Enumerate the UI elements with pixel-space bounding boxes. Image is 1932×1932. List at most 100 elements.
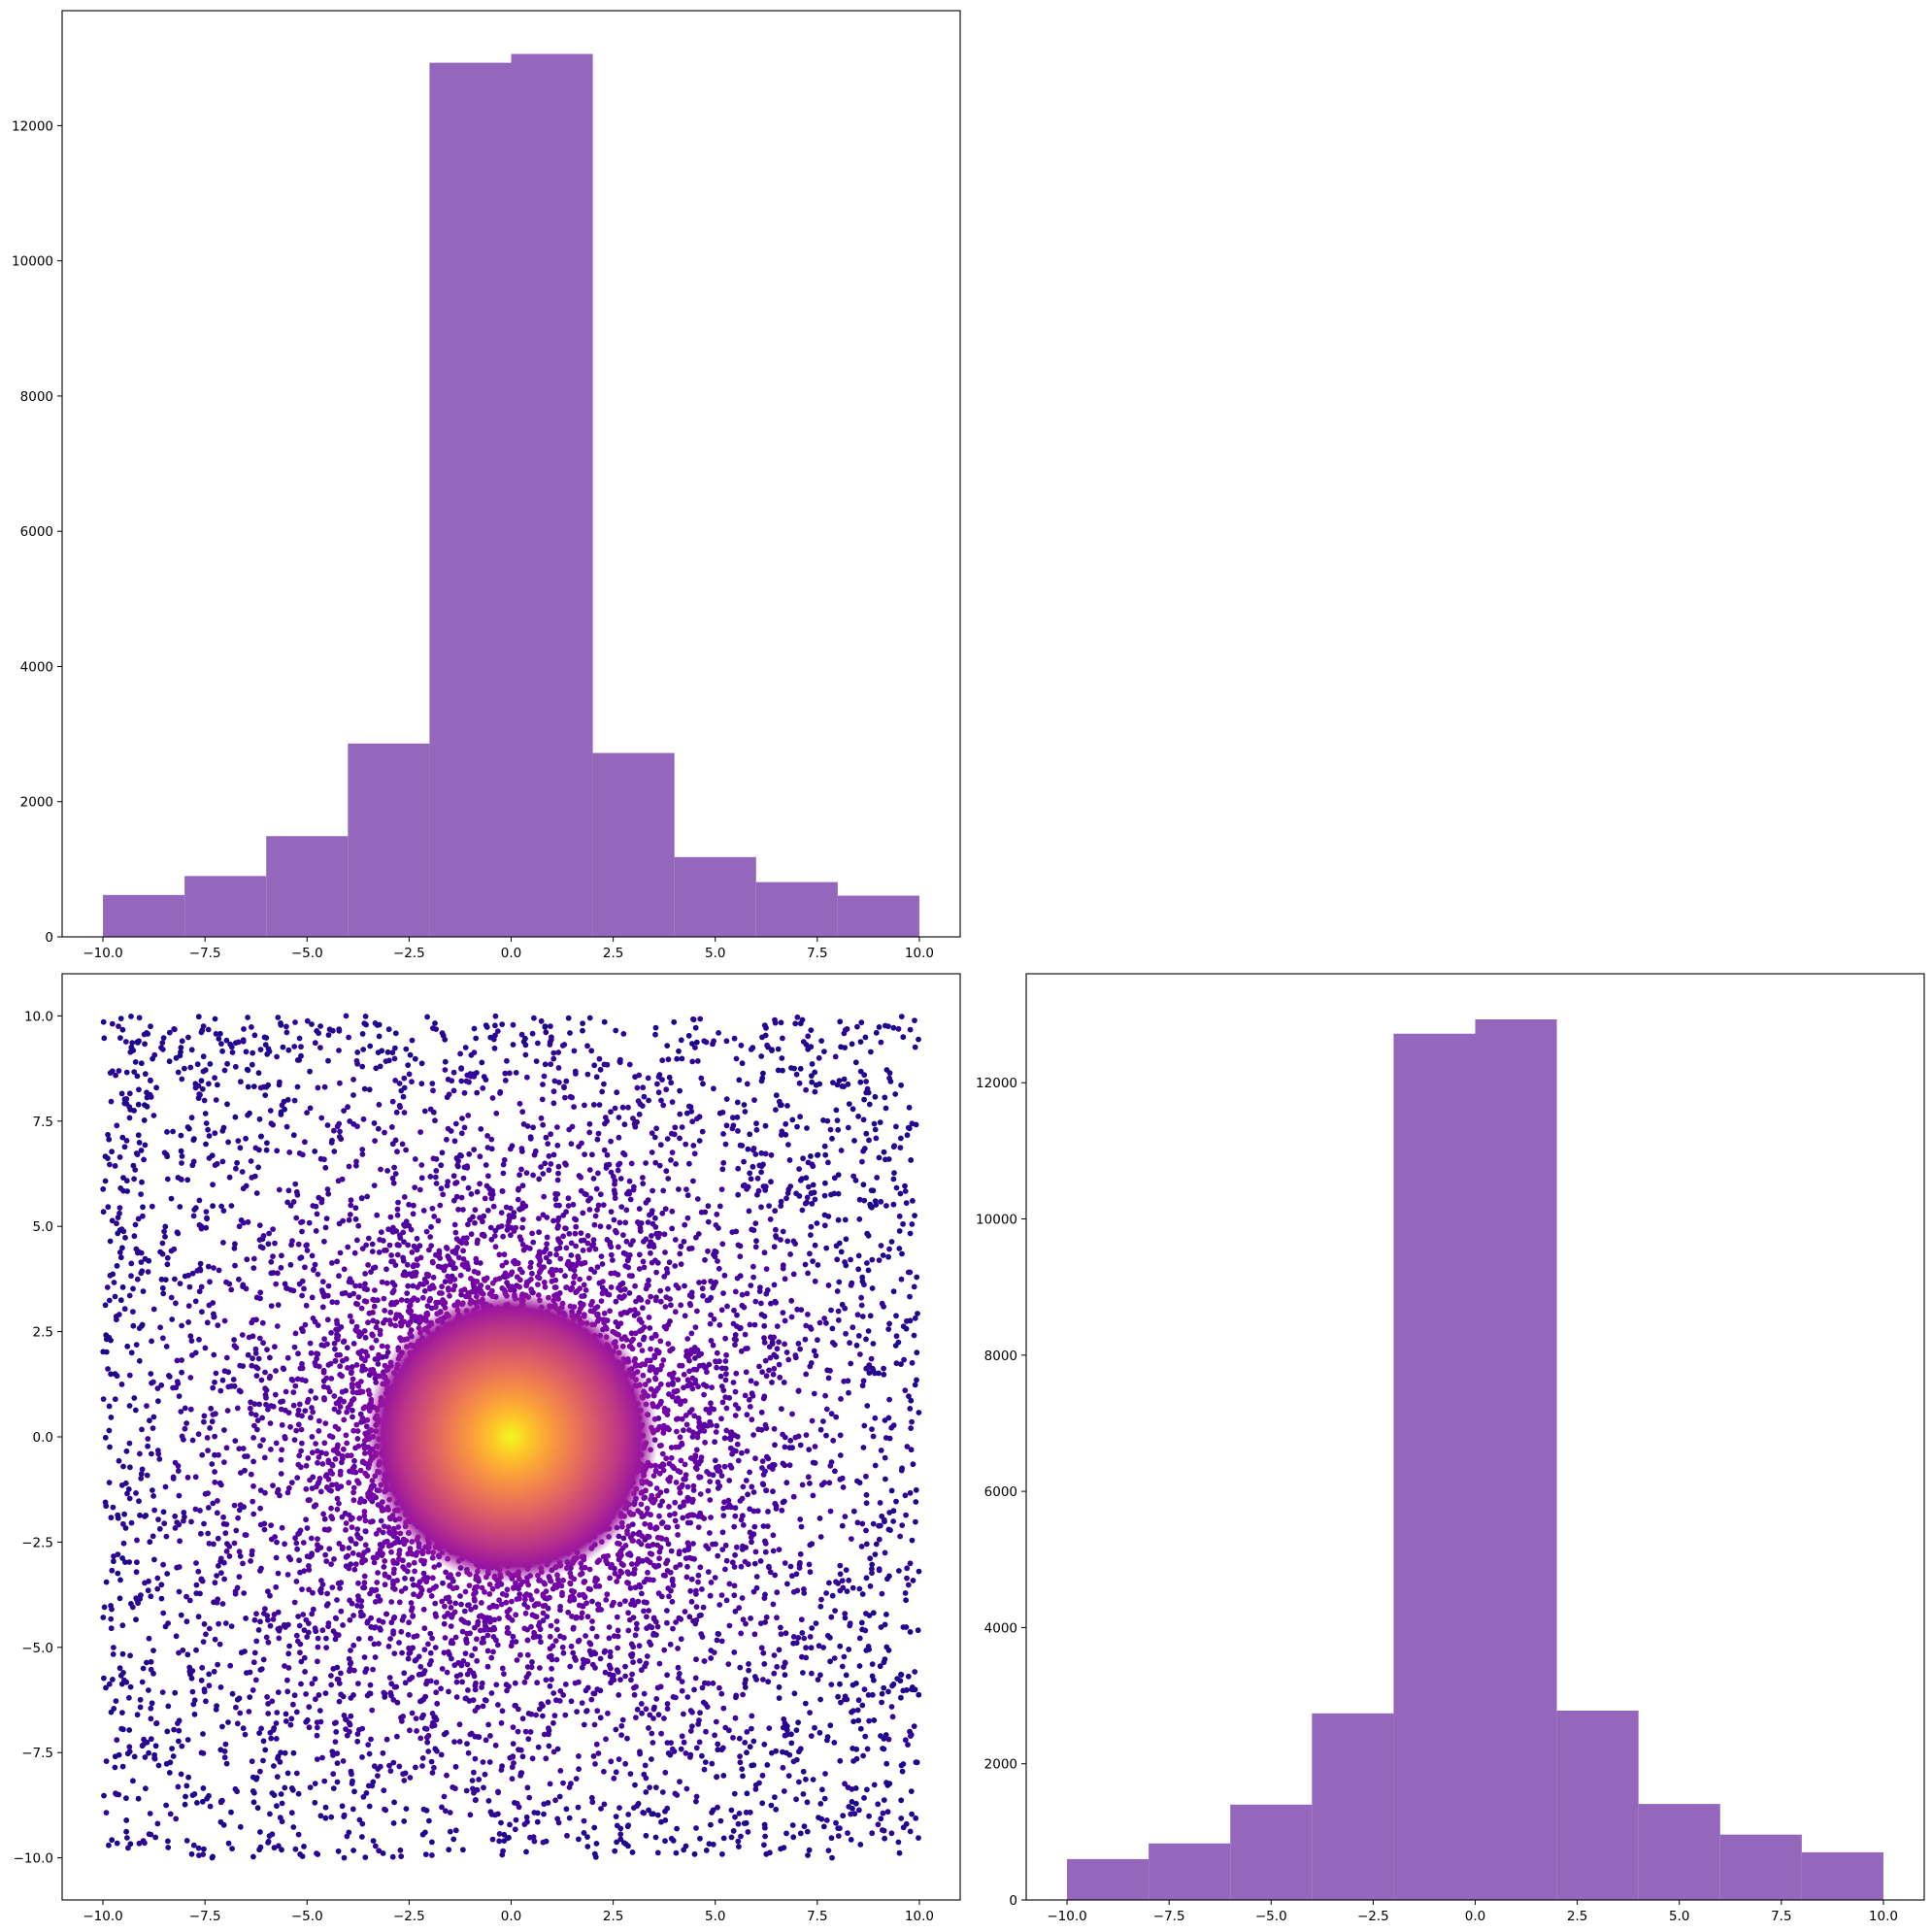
- scatter-point: [762, 1540, 769, 1547]
- scatter-point: [752, 1786, 759, 1792]
- scatter-point: [383, 1058, 389, 1064]
- scatter-point: [450, 1265, 457, 1272]
- scatter-point: [751, 1097, 757, 1103]
- scatter-point: [293, 1709, 300, 1715]
- scatter-point: [805, 1046, 812, 1052]
- scatter-point: [438, 1685, 444, 1692]
- scatter-point: [561, 1635, 567, 1641]
- scatter-point: [422, 1829, 428, 1836]
- scatter-point: [150, 1113, 157, 1118]
- scatter-point: [380, 1529, 386, 1536]
- scatter-point: [905, 1673, 912, 1680]
- scatter-point: [117, 1016, 124, 1021]
- scatter-point: [544, 1614, 550, 1619]
- scatter-point: [760, 1070, 766, 1077]
- scatter-point: [736, 1811, 743, 1816]
- scatter-point: [865, 1267, 872, 1274]
- scatter-point: [175, 1783, 182, 1790]
- scatter-point: [127, 1464, 133, 1471]
- scatter-point: [682, 1609, 688, 1615]
- scatter-point: [195, 1568, 202, 1575]
- scatter-point: [793, 1190, 799, 1197]
- scatter-point: [130, 1778, 136, 1784]
- scatter-point: [774, 1346, 781, 1352]
- scatter-point: [869, 1561, 876, 1568]
- scatter-point: [825, 1282, 832, 1288]
- scatter-point: [117, 1577, 123, 1583]
- scatter-point: [543, 1246, 550, 1252]
- scatter-point: [608, 1109, 614, 1116]
- scatter-point: [324, 1186, 331, 1192]
- scatter-point: [646, 1277, 651, 1283]
- scatter-point: [844, 1588, 850, 1594]
- scatter-point: [690, 1016, 696, 1022]
- scatter-point: [670, 1582, 677, 1588]
- scatter-point: [540, 1610, 547, 1616]
- scatter-point: [710, 1807, 716, 1814]
- scatter-point: [736, 1735, 743, 1742]
- scatter-point: [148, 1094, 154, 1100]
- scatter-point: [196, 1852, 202, 1858]
- scatter-point: [650, 1811, 656, 1817]
- scatter-point: [719, 1241, 726, 1248]
- scatter-point: [595, 1750, 602, 1756]
- scatter-point: [284, 1770, 291, 1777]
- scatter-point: [451, 1739, 457, 1745]
- scatter-point: [582, 1102, 587, 1109]
- scatter-point: [546, 1152, 552, 1159]
- scatter-point: [728, 1807, 735, 1814]
- scatter-point: [452, 1600, 459, 1607]
- scatter-point: [307, 1068, 313, 1075]
- scatter-point: [790, 1640, 796, 1647]
- scatter-point: [681, 1739, 687, 1746]
- scatter-point: [793, 1727, 800, 1733]
- scatter-point: [617, 1831, 624, 1838]
- scatter-point: [226, 1553, 233, 1559]
- scatter-point: [188, 1850, 195, 1857]
- scatter-point: [660, 1187, 667, 1194]
- scatter-point: [465, 1749, 472, 1756]
- scatter-point: [673, 1849, 680, 1856]
- scatter-point: [643, 1706, 650, 1713]
- scatter-point: [306, 1219, 313, 1226]
- scatter-point: [250, 1458, 256, 1465]
- scatter-point: [176, 1727, 183, 1734]
- scatter-point: [602, 1648, 609, 1654]
- scatter-point: [563, 1806, 570, 1813]
- scatter-point: [512, 1826, 518, 1833]
- scatter-point: [805, 1159, 812, 1166]
- scatter-point: [808, 1360, 815, 1366]
- scatter-point: [735, 1191, 742, 1198]
- scatter-point: [105, 1204, 112, 1211]
- scatter-point: [903, 1820, 910, 1827]
- scatter-point: [413, 1715, 419, 1721]
- scatter-point: [317, 1813, 324, 1819]
- scatter-point: [310, 1449, 316, 1456]
- scatter-point: [187, 1064, 194, 1071]
- scatter-point: [548, 1061, 554, 1068]
- scatter-point: [884, 1782, 891, 1788]
- scatter-point: [273, 1554, 280, 1561]
- scatter-point: [264, 1140, 270, 1147]
- scatter-point: [890, 1518, 896, 1524]
- scatter-point: [684, 1192, 691, 1199]
- scatter-point: [452, 1763, 459, 1770]
- scatter-point: [444, 1772, 450, 1779]
- scatter-point: [394, 1206, 401, 1213]
- scatter-point: [290, 1749, 297, 1756]
- scatter-point: [681, 1711, 686, 1717]
- scatter-point: [842, 1615, 849, 1621]
- scatter-point: [340, 1758, 347, 1764]
- scatter-point: [396, 1081, 403, 1086]
- scatter-point: [823, 1245, 830, 1251]
- scatter-point: [277, 1759, 283, 1765]
- scatter-point: [625, 1264, 632, 1271]
- scatter-point: [739, 1766, 746, 1773]
- scatter-point: [234, 1584, 241, 1591]
- scatter-point: [256, 1237, 263, 1243]
- scatter-point: [855, 1717, 862, 1724]
- scatter-point: [849, 1584, 856, 1591]
- scatter-point: [669, 1149, 676, 1155]
- scatter-point: [304, 1110, 310, 1116]
- scatter-point: [114, 1122, 120, 1129]
